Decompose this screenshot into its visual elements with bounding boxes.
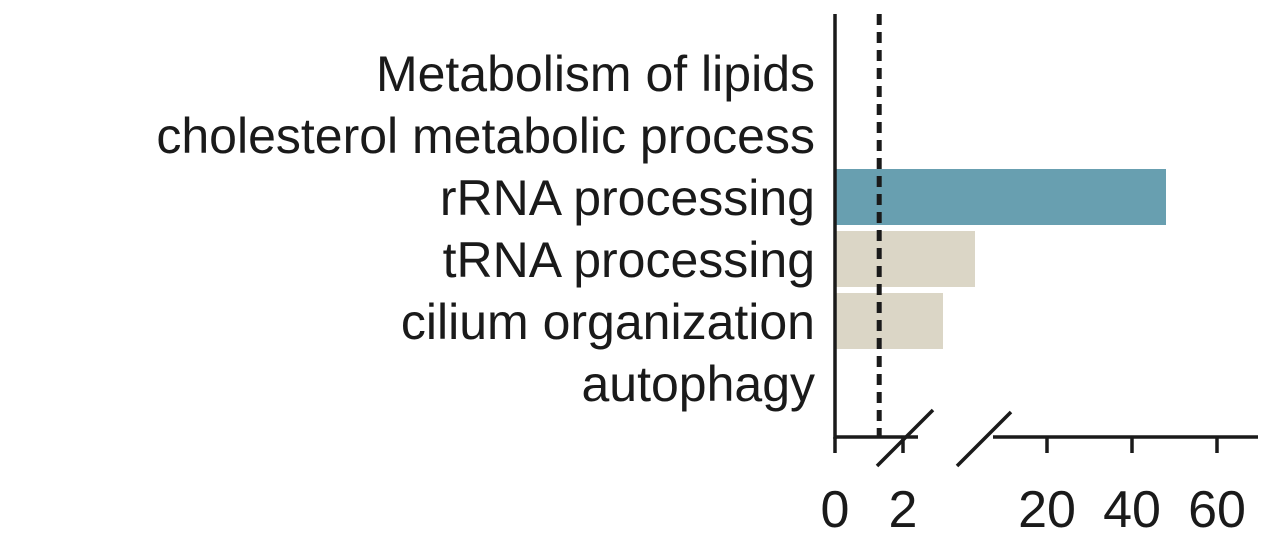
axis-break-mark-right: [955, 410, 1013, 468]
category-label-trna-processing: tRNA processing: [443, 232, 815, 288]
x-tick-label-2: 2: [889, 481, 918, 539]
bar-rrna-processing: [835, 169, 1166, 225]
x-tick-label-40: 40: [1103, 481, 1161, 539]
bar-trna-processing: [835, 231, 975, 287]
x-tick-label-60: 60: [1188, 481, 1246, 539]
category-label-autophagy: autophagy: [581, 356, 815, 412]
x-tick-label-20: 20: [1018, 481, 1076, 539]
category-label-rrna-processing: rRNA processing: [440, 170, 815, 226]
bars: [835, 169, 1166, 349]
category-label-cholesterol-metabolic-process: cholesterol metabolic process: [156, 108, 815, 164]
x-tick-label-0: 0: [821, 481, 850, 539]
axes: [833, 14, 1258, 468]
bar-cilium-organization: [835, 293, 943, 349]
category-labels: Metabolism of lipids cholesterol metaboli…: [156, 46, 815, 412]
category-label-cilium-organization: cilium organization: [401, 294, 815, 350]
axis-break-mark-left: [875, 408, 935, 468]
x-tick-labels: 0 2 20 40 60: [821, 481, 1246, 539]
category-label-metabolism-of-lipids: Metabolism of lipids: [376, 46, 815, 102]
